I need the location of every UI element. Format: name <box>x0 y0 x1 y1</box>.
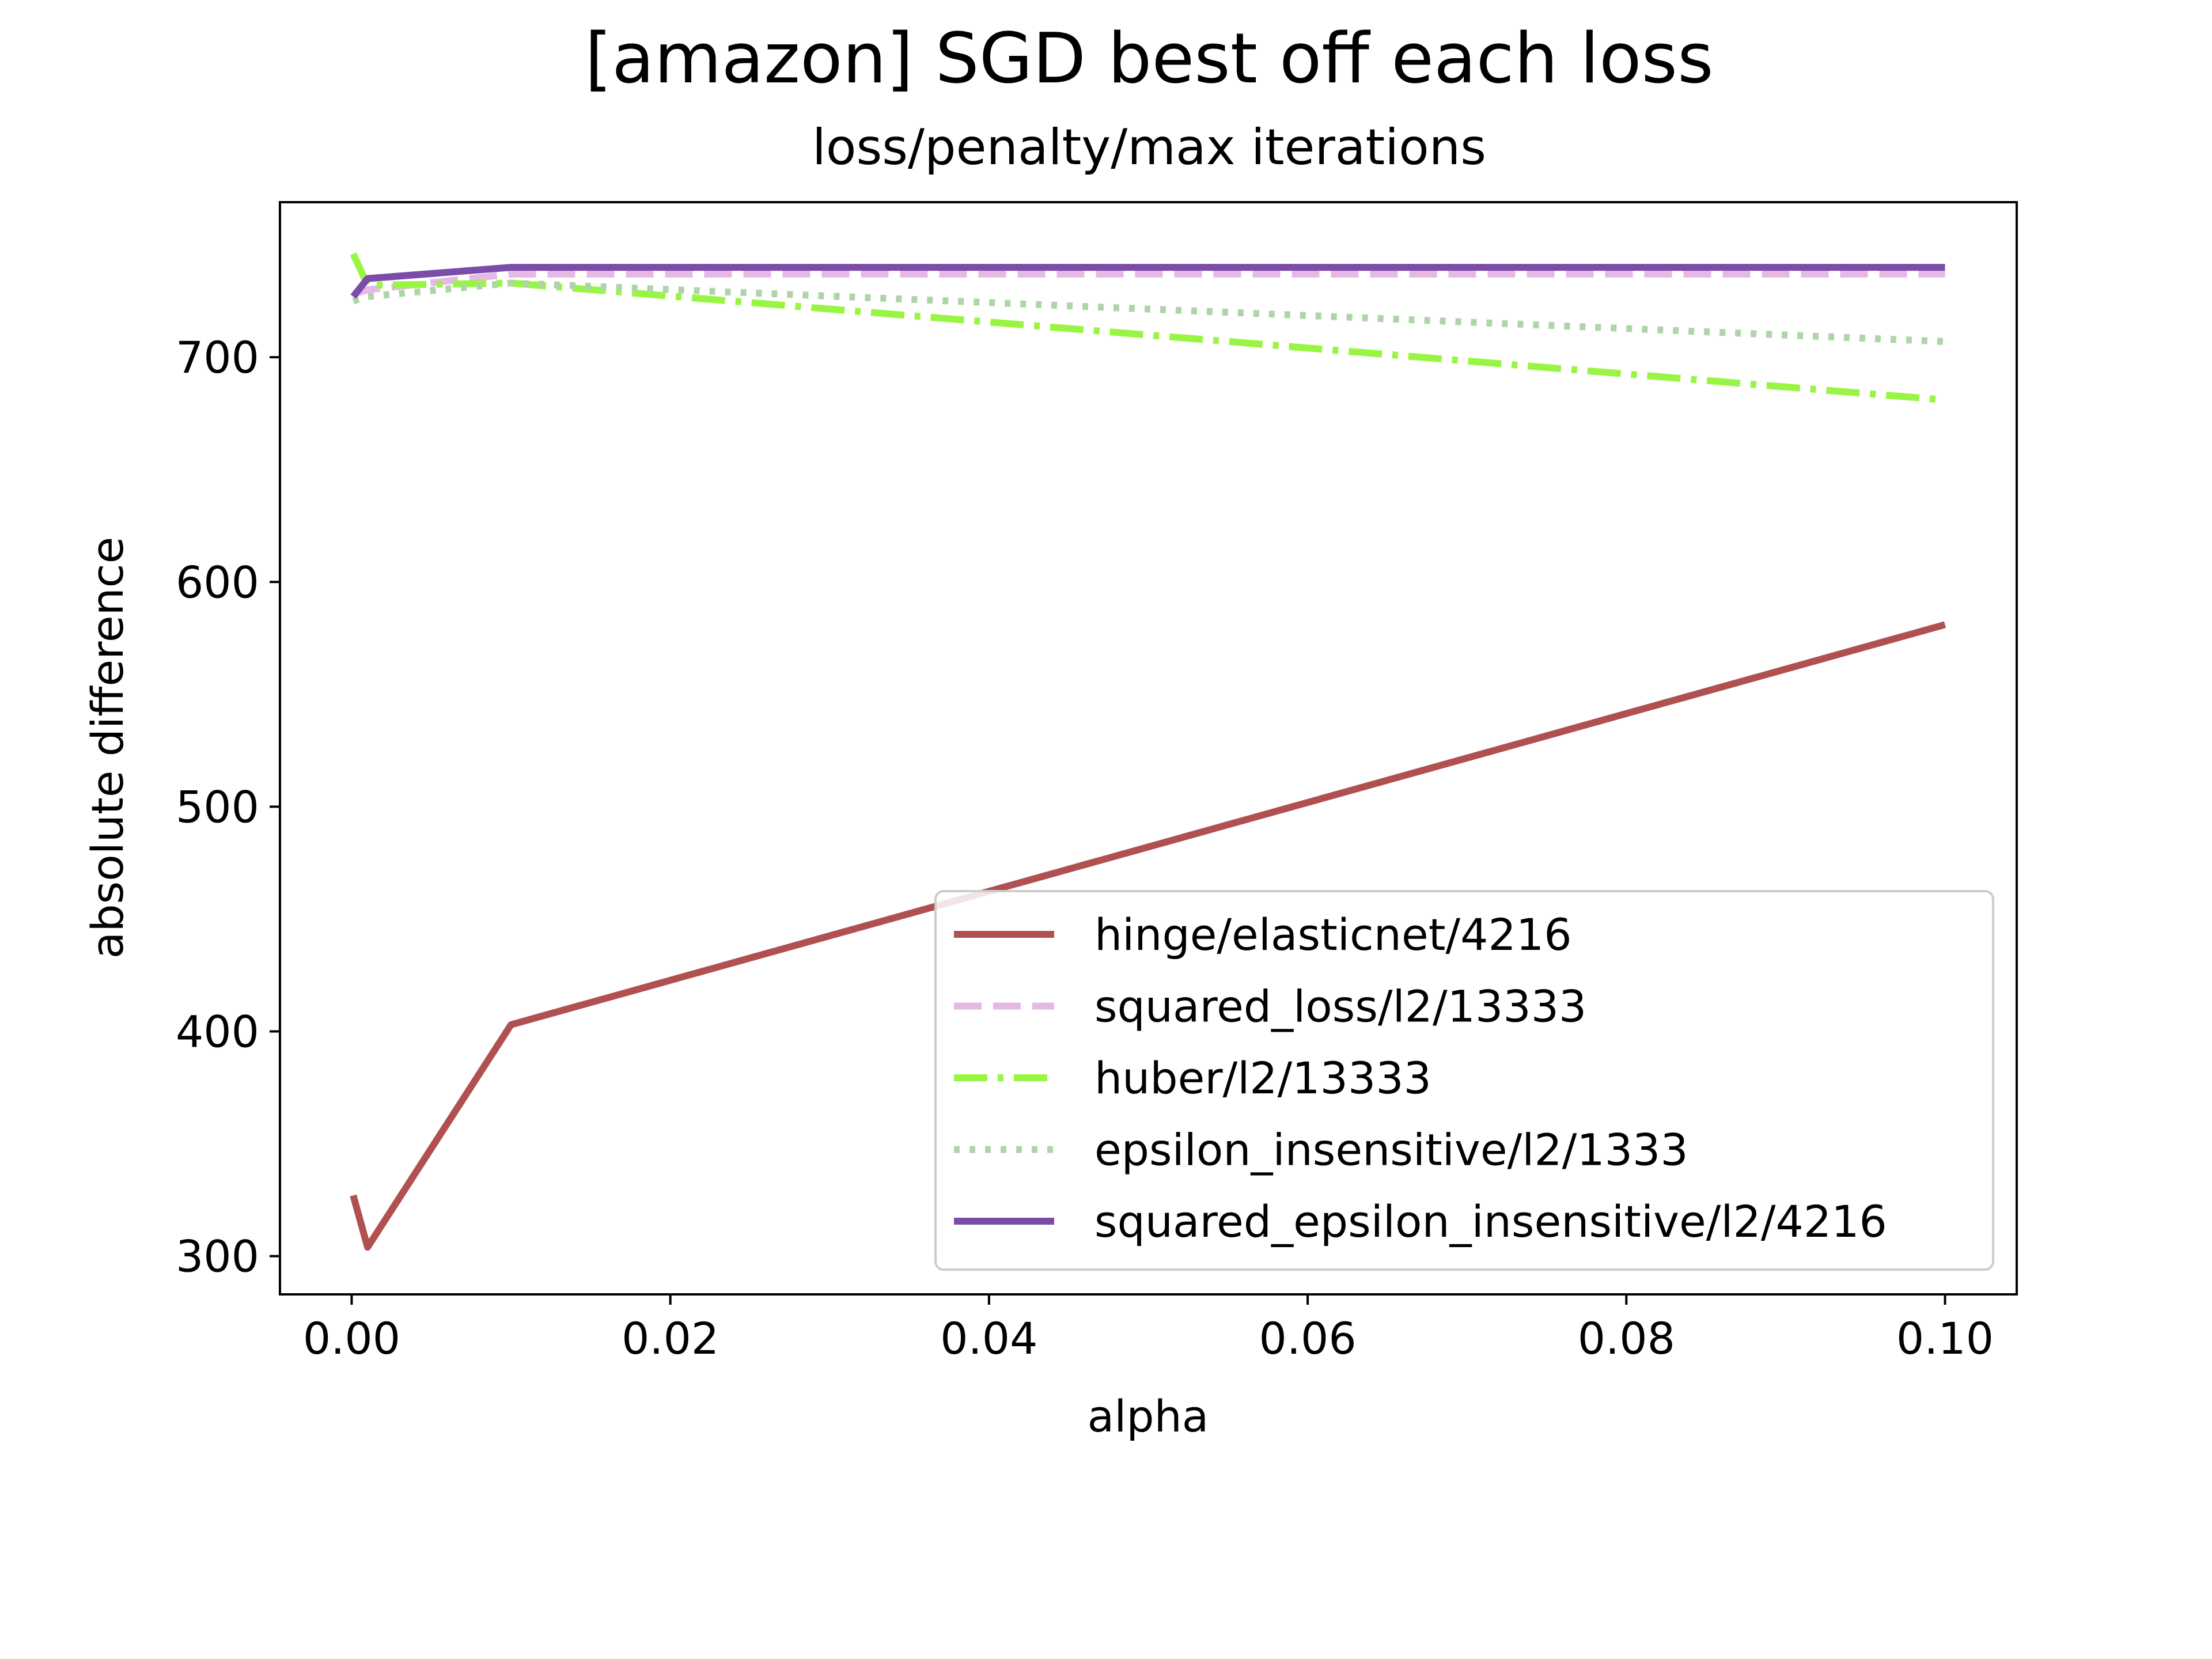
x-axis-ticks: 0.00 0.02 0.04 0.06 0.08 0.10 <box>303 1294 1994 1364</box>
x-tick-label: 0.02 <box>622 1313 719 1364</box>
series-line-huber-l2-13333 <box>350 252 1945 404</box>
legend-label-epsilon-insensitive-l2-1333: epsilon_insensitive/l2/1333 <box>1094 1124 1688 1176</box>
y-axis-ticks: 300 400 500 600 700 <box>176 332 280 1282</box>
x-tick-label: 0.08 <box>1578 1313 1675 1364</box>
x-tick-label: 0.00 <box>303 1313 400 1364</box>
y-axis-label: absolute difference <box>82 537 133 959</box>
series-line-squared-epsilon-insensitive-l2-4216 <box>350 264 1945 299</box>
y-tick-label: 400 <box>176 1006 259 1058</box>
y-tick-label: 300 <box>176 1231 259 1282</box>
plot-frame <box>279 201 2018 1296</box>
series-layer <box>350 252 1946 1251</box>
y-tick-label: 500 <box>176 781 259 832</box>
chart-title: [amazon] SGD best off each loss <box>585 19 1713 99</box>
x-tick-label: 0.06 <box>1259 1313 1356 1364</box>
legend-label-squared-epsilon-insensitive-l2-4216: squared_epsilon_insensitive/l2/4216 <box>1094 1196 1887 1247</box>
legend-label-hinge-elasticnet-4216: hinge/elasticnet/4216 <box>1094 909 1572 960</box>
series-line-hinge-elasticnet-4216 <box>350 621 1946 1251</box>
y-tick-label: 700 <box>176 332 259 383</box>
legend-label-huber-l2-13333: huber/l2/13333 <box>1094 1052 1431 1104</box>
series-line-epsilon-insensitive-l2-1333 <box>352 279 1945 345</box>
x-tick-label: 0.04 <box>940 1313 1037 1364</box>
legend: hinge/elasticnet/4216 squared_loss/l2/133… <box>934 890 1994 1271</box>
chart-subtitle: loss/penalty/max iterations <box>812 119 1486 176</box>
x-tick-label: 0.10 <box>1896 1313 1994 1364</box>
legend-frame <box>934 890 1994 1271</box>
plot-area: 0.00 0.02 0.04 0.06 0.08 0.10 300 400 500 600 700 <box>176 201 2018 1364</box>
legend-label-squared-loss-l2-13333: squared_loss/l2/13333 <box>1094 981 1586 1032</box>
legend-items: hinge/elasticnet/4216 squared_loss/l2/133… <box>954 909 1887 1247</box>
x-axis-label: alpha <box>1088 1391 1209 1442</box>
y-tick-label: 600 <box>176 556 259 608</box>
